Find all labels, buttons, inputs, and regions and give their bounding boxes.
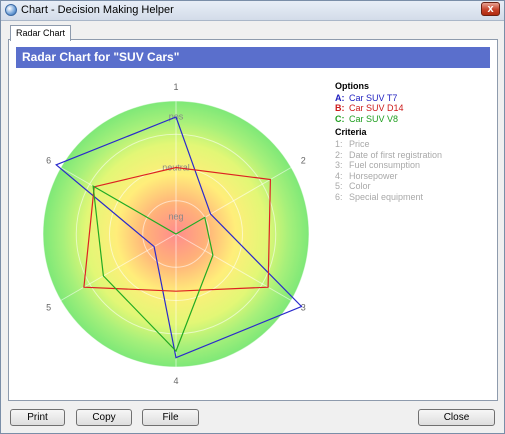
criteria-item-4: 4: Horsepower — [335, 171, 495, 182]
criteria-item-1: 1: Price — [335, 139, 495, 150]
legend-label: Car SUV V8 — [349, 113, 399, 124]
radar-axis-label: 3 — [301, 303, 306, 313]
criteria-number: 5: — [335, 181, 343, 192]
legend-panel: Options A: Car SUV T7 B: Car SUV D14 C: Car… — [335, 81, 495, 203]
criteria-number: 3: — [335, 160, 343, 171]
radar-spoke — [60, 233, 177, 301]
criteria-label: Price — [349, 138, 370, 149]
radar-spoke — [175, 233, 292, 301]
close-button[interactable]: Close — [418, 409, 495, 426]
legend-letter: B: — [335, 103, 345, 114]
criteria-item-6: 6: Special equipment — [335, 192, 495, 203]
criteria-label: Color — [349, 181, 371, 192]
legend-label: Car SUV T7 — [349, 92, 398, 103]
legend-item-a: A: Car SUV T7 — [335, 93, 495, 104]
criteria-number: 4: — [335, 170, 343, 181]
radar-series-c — [92, 184, 214, 353]
window-close-button[interactable]: x — [481, 2, 500, 16]
criteria-label: Horsepower — [349, 170, 398, 181]
legend-item-c: C: Car SUV V8 — [335, 114, 495, 125]
criteria-number: 2: — [335, 149, 343, 160]
criteria-label: Special equipment — [349, 191, 424, 202]
title-bar[interactable]: Chart - Decision Making Helper x — [1, 1, 504, 21]
legend-letter: C: — [335, 113, 345, 124]
options-heading: Options — [335, 81, 369, 91]
chart-panel: Radar Chart for "SUV Cars" pos neutral neg… — [8, 39, 498, 401]
legend-label: Car SUV D14 — [349, 103, 404, 114]
criteria-number: 6: — [335, 191, 343, 202]
legend-item-b: B: Car SUV D14 — [335, 103, 495, 114]
window-title: Chart - Decision Making Helper — [21, 4, 174, 16]
radar-axis-label: 6 — [46, 156, 51, 166]
radar-axis-label: 2 — [301, 156, 306, 166]
tab-radar-chart[interactable]: Radar Chart — [10, 25, 72, 41]
criteria-item-5: 5: Color — [335, 181, 495, 192]
file-button[interactable]: File — [142, 409, 199, 426]
legend-letter: A: — [335, 92, 345, 103]
radar-series-a — [55, 116, 303, 359]
app-globe-icon — [5, 4, 17, 16]
criteria-item-3: 3: Fuel consumption — [335, 160, 495, 171]
copy-button[interactable]: Copy — [76, 409, 132, 426]
criteria-heading: Criteria — [335, 127, 367, 138]
criteria-label: Date of first registration — [349, 149, 443, 160]
radar-axis-label: 1 — [173, 82, 178, 92]
radar-axis-label: 5 — [46, 303, 51, 313]
print-button[interactable]: Print — [10, 409, 65, 426]
chart-banner-title: Radar Chart for "SUV Cars" — [16, 47, 490, 68]
radar-axis-label: 4 — [173, 376, 178, 386]
criteria-number: 1: — [335, 138, 343, 149]
criteria-label: Fuel consumption — [349, 160, 421, 171]
criteria-item-2: 2: Date of first registration — [335, 150, 495, 161]
radar-ring-label: neg — [168, 212, 183, 222]
